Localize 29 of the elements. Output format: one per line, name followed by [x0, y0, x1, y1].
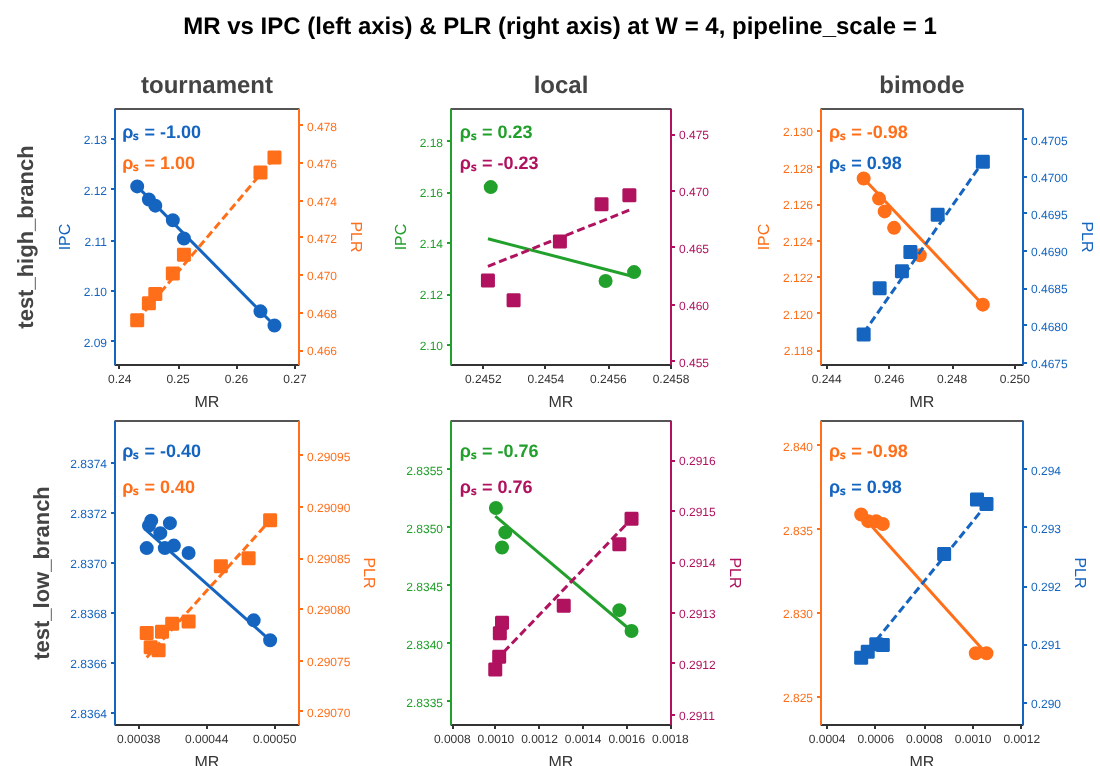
y-axis-title: IPC [754, 223, 773, 251]
y-axis-title: IPC [391, 223, 410, 251]
annotation: ρₛ = 0.23 [459, 122, 533, 143]
x-axis-title: MR [548, 393, 574, 411]
annotation: ρₛ = -1.00 [122, 122, 202, 143]
annotation: ρₛ = 0.40 [122, 477, 196, 497]
text: test_low_branch [31, 485, 55, 660]
annotation: ρₛ = -0.23 [459, 153, 539, 173]
annotation: ρₛ = 1.00 [122, 153, 196, 173]
chart-title: bimode [879, 71, 966, 99]
y2-axis-title: PLR [1077, 221, 1096, 254]
y2-axis-title: PLR [725, 557, 744, 590]
chart-title: tournament [141, 71, 274, 99]
annotation: ρₛ = 0.76 [459, 477, 533, 497]
text: test_high_branch [15, 144, 39, 329]
y-axis-title: IPC [55, 223, 74, 251]
y2-axis-title: PLR [347, 221, 366, 254]
text: MR vs IPC (left axis) & PLR (right axis) at W = 4, pipeline_scale = 1 [183, 10, 937, 44]
chart-title: local [533, 71, 589, 99]
annotation: ρₛ = 0.98 [829, 153, 902, 173]
x-axis-title: MR [909, 393, 935, 411]
annotation: ρₛ = -0.98 [829, 440, 908, 461]
y2-axis-title: PLR [360, 557, 379, 590]
annotation: ρₛ = 0.98 [829, 477, 902, 497]
annotation: ρₛ = -0.76 [459, 440, 539, 461]
y2-axis-title: PLR [1071, 557, 1090, 590]
annotation: ρₛ = -0.40 [122, 440, 202, 461]
x-axis-title: MR [194, 393, 220, 411]
annotation: ρₛ = -0.98 [829, 122, 908, 143]
